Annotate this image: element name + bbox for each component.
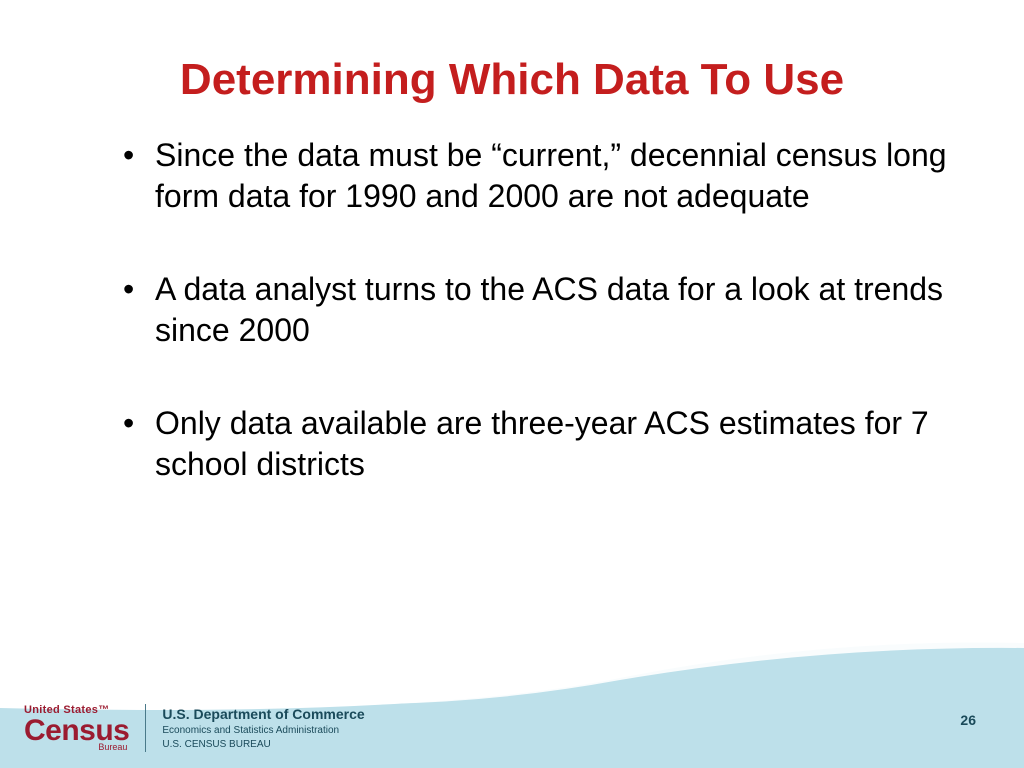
content-area: Since the data must be “current,” decenn…: [0, 135, 1024, 485]
dept-line-3: U.S. CENSUS BUREAU: [162, 739, 364, 750]
dept-line-2: Economics and Statistics Administration: [162, 725, 364, 736]
logo-divider: [145, 704, 146, 752]
dept-line-1: U.S. Department of Commerce: [162, 706, 364, 722]
bullet-item: A data analyst turns to the ACS data for…: [115, 269, 954, 351]
bullet-list: Since the data must be “current,” decenn…: [115, 135, 954, 485]
bullet-item: Since the data must be “current,” decenn…: [115, 135, 954, 217]
census-logo: United States™ Census Bureau: [24, 705, 129, 752]
logo-main-text: Census: [24, 716, 129, 746]
bullet-item: Only data available are three-year ACS e…: [115, 403, 954, 485]
slide-title: Determining Which Data To Use: [0, 0, 1024, 135]
page-number: 26: [960, 712, 976, 728]
logo-block: United States™ Census Bureau U.S. Depart…: [24, 704, 365, 752]
footer-bar: United States™ Census Bureau U.S. Depart…: [0, 688, 1024, 768]
department-block: U.S. Department of Commerce Economics an…: [162, 706, 364, 750]
